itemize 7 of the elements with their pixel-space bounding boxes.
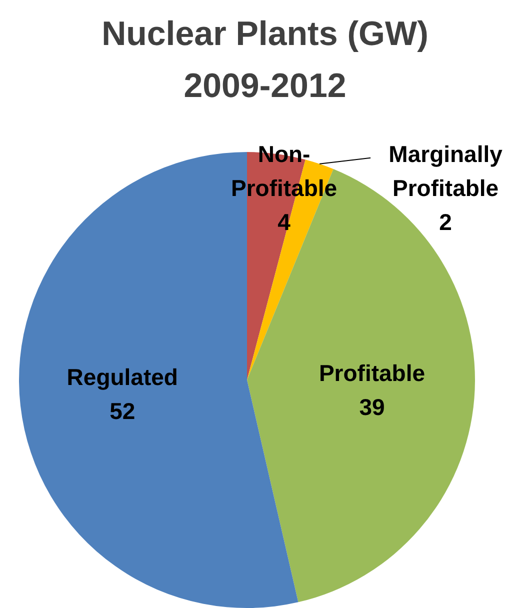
- data-label: 39: [359, 394, 385, 420]
- slice-label: Profitable: [318, 360, 426, 386]
- slice-label: Regulated: [66, 364, 178, 390]
- data-label: 2: [439, 208, 452, 235]
- slice-label: Marginally Profitable: [388, 140, 503, 201]
- chart-title: Nuclear Plants (GW) 2009-2012: [102, 15, 428, 105]
- data-label: 52: [110, 398, 136, 424]
